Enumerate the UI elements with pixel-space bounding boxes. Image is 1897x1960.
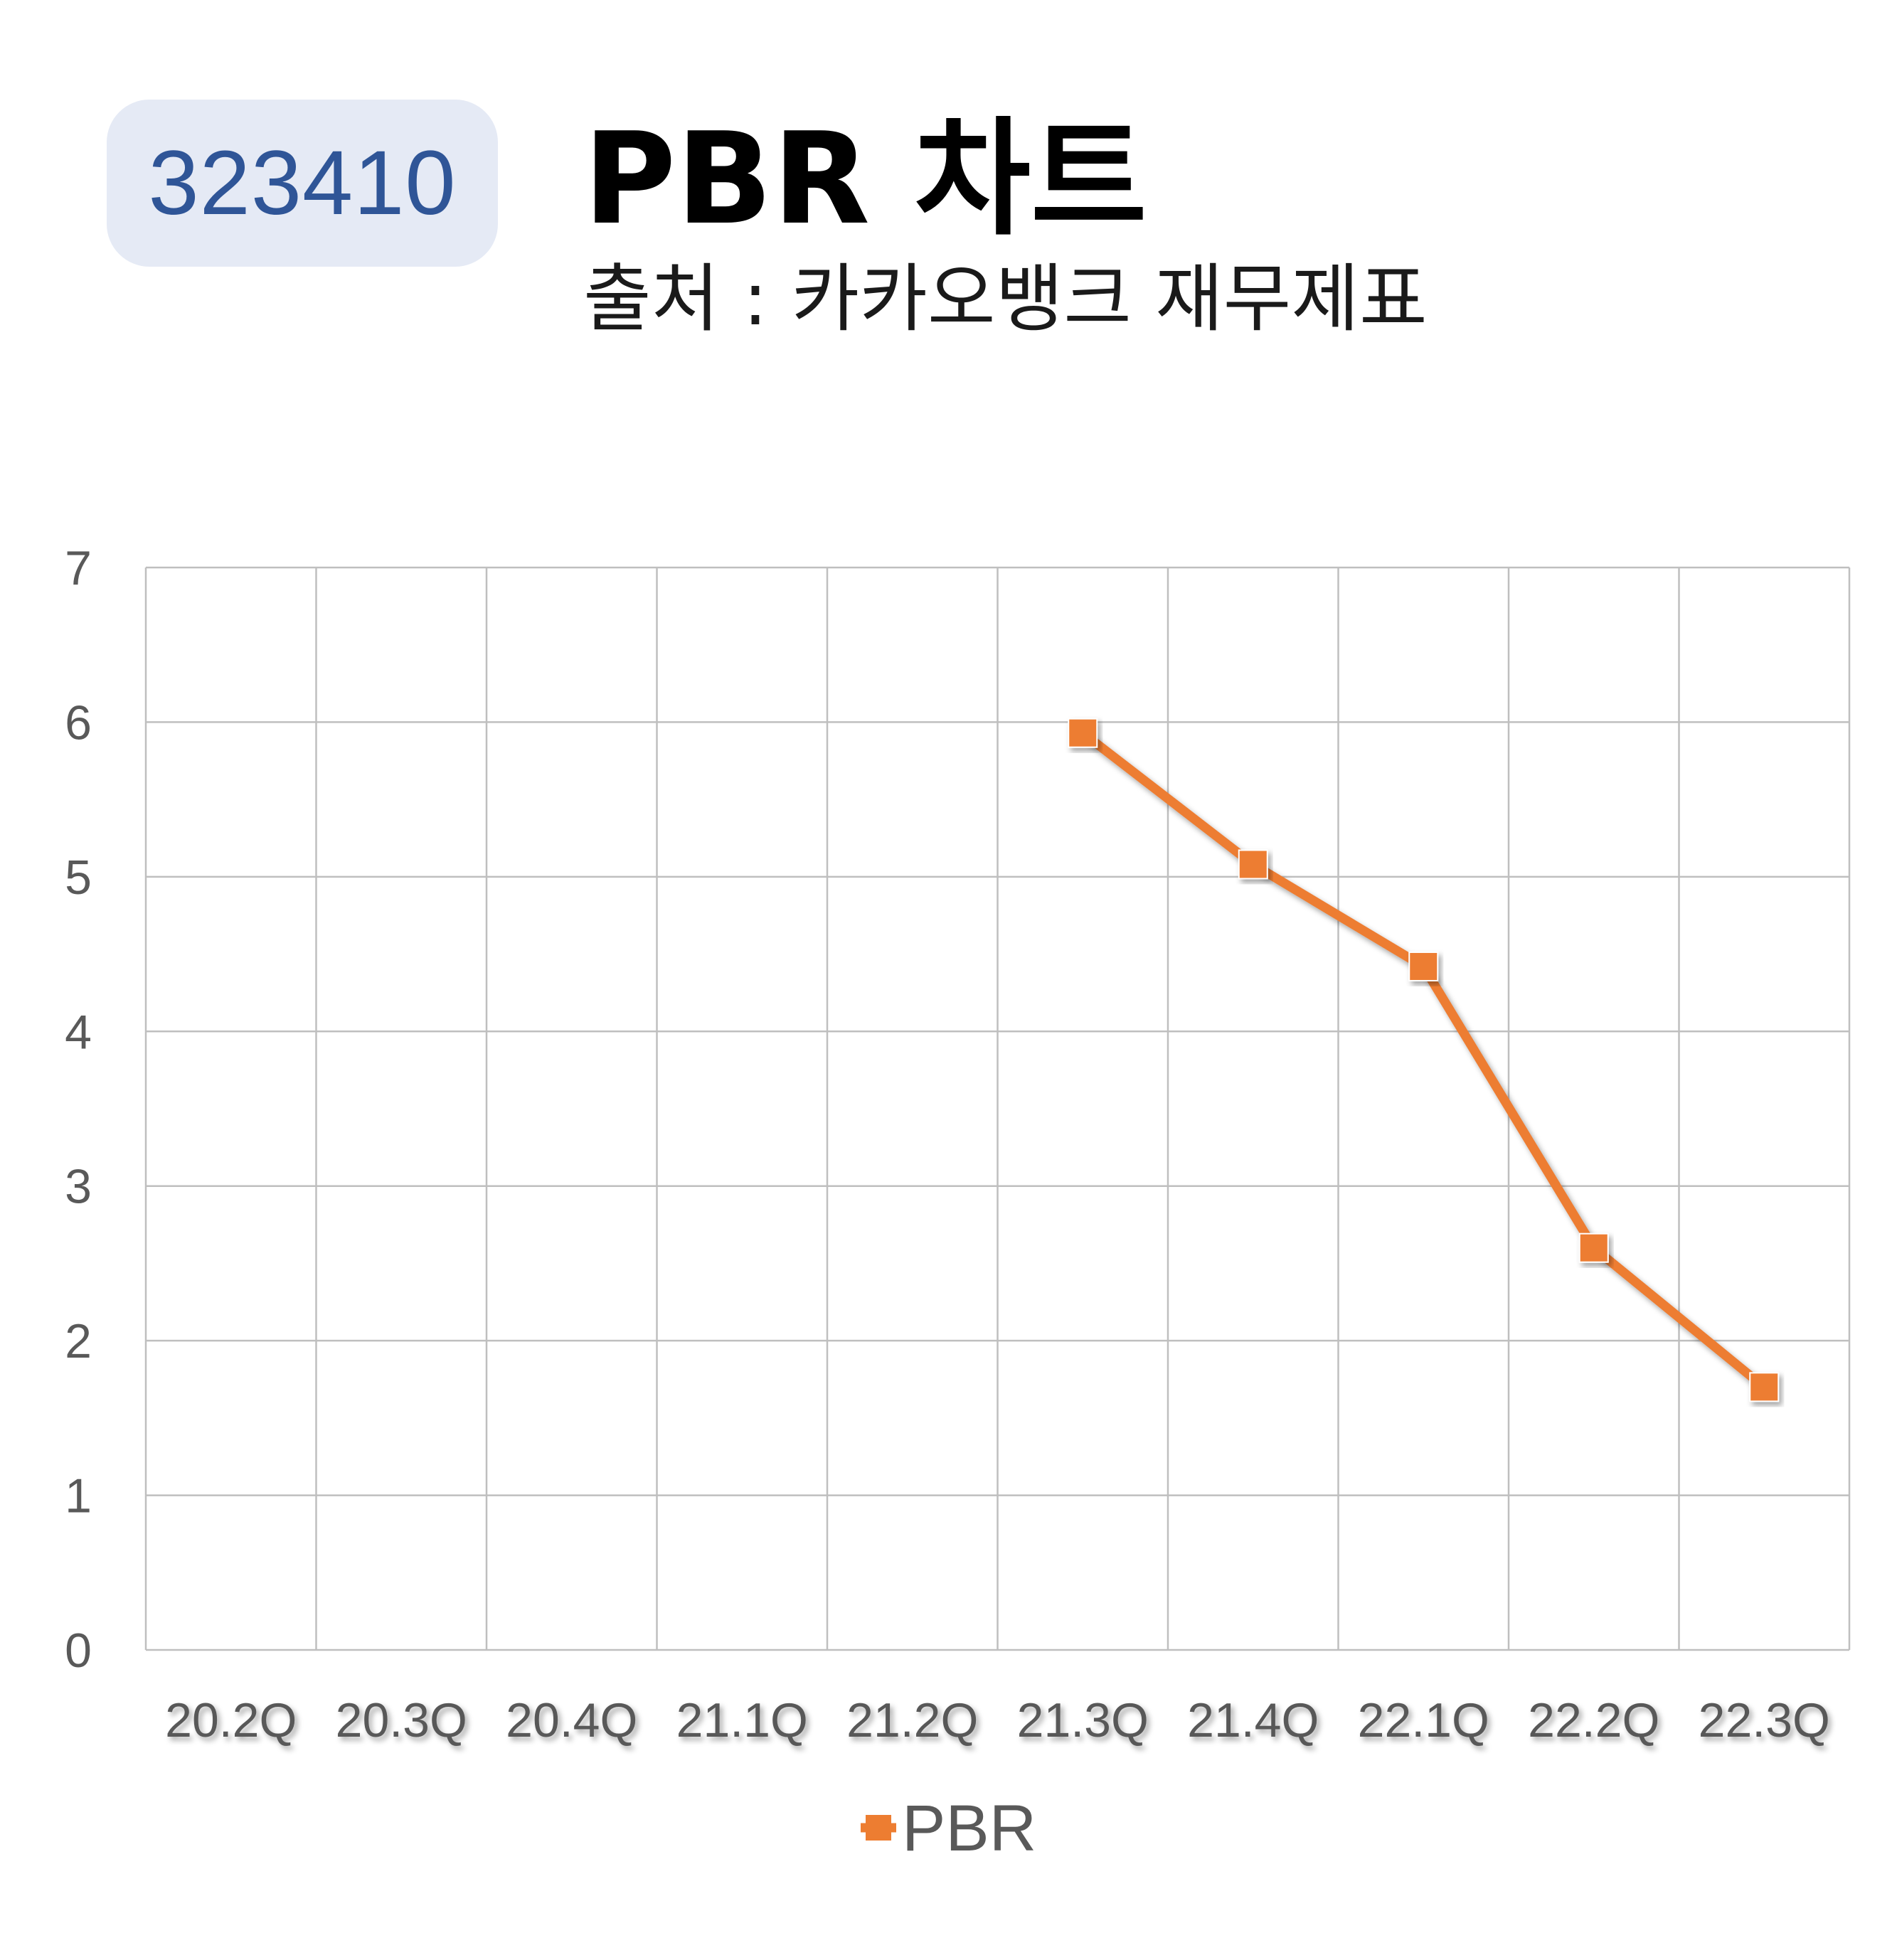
series-pbr <box>1068 718 1780 1402</box>
x-tick-label: 21.3Q <box>1017 1693 1149 1747</box>
x-tick-label: 21.4Q <box>1187 1693 1319 1747</box>
x-tick-label: 22.2Q <box>1528 1693 1659 1747</box>
data-point <box>1578 1232 1609 1263</box>
y-tick-label: 1 <box>65 1469 92 1523</box>
y-axis-ticks: 0 1 2 3 4 5 6 7 <box>65 541 92 1678</box>
y-tick-label: 4 <box>65 1005 92 1059</box>
data-point <box>1408 951 1439 981</box>
x-axis-ticks: 20.2Q 20.3Q 20.4Q 21.1Q 21.2Q 21.3Q 21.4Q 22.1Q… <box>165 1693 1830 1747</box>
x-tick-label: 21.2Q <box>846 1693 978 1747</box>
x-tick-label: 20.4Q <box>506 1693 637 1747</box>
y-tick-label: 6 <box>65 696 92 750</box>
y-tick-label: 5 <box>65 851 92 905</box>
y-tick-label: 2 <box>65 1314 92 1368</box>
stock-code-badge: 323410 <box>107 100 498 267</box>
x-tick-label: 20.2Q <box>165 1693 297 1747</box>
y-tick-label: 3 <box>65 1160 92 1214</box>
page-subtitle: 출처 : 카카오뱅크 재무제표 <box>583 255 1428 342</box>
x-tick-label: 22.3Q <box>1699 1693 1830 1747</box>
data-point <box>1068 718 1098 748</box>
chart-gridlines <box>144 566 1851 1651</box>
page-title: PBR 차트 <box>583 105 1147 252</box>
y-tick-label: 0 <box>65 1624 92 1678</box>
legend-marker <box>866 1815 891 1841</box>
y-tick-label: 7 <box>65 541 92 595</box>
series-line <box>1080 729 1768 1391</box>
legend-label: PBR <box>902 1792 1036 1865</box>
x-tick-label: 20.3Q <box>336 1693 467 1747</box>
x-tick-label: 22.1Q <box>1358 1693 1489 1747</box>
data-point <box>1238 849 1268 880</box>
chart-legend: PBR <box>861 1792 1036 1865</box>
data-point <box>1749 1372 1780 1402</box>
stock-code: 323410 <box>148 132 457 234</box>
x-tick-label: 21.1Q <box>676 1693 808 1747</box>
